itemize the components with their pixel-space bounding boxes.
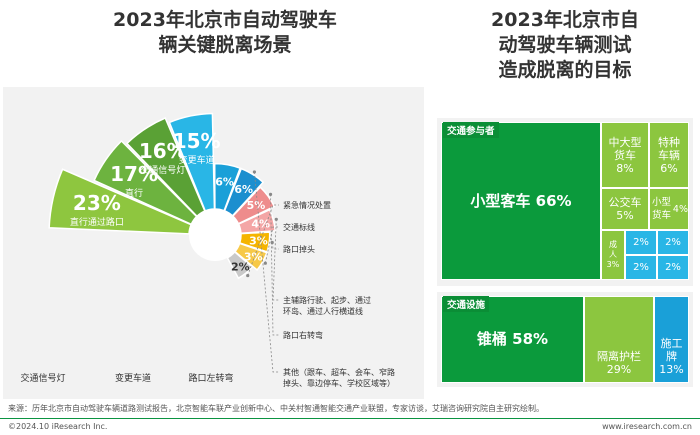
treemap-cell-label: 公交车 bbox=[608, 196, 642, 209]
callout-line bbox=[270, 194, 279, 336]
rose-slice-value: 23% bbox=[73, 191, 121, 215]
rose-bottom-label: 交通信号灯 bbox=[20, 372, 65, 384]
treemap-cell: 小型客车 66% bbox=[441, 122, 601, 280]
rose-bottom-label: 变更车道 bbox=[115, 372, 151, 384]
rose-slice-label: 直行 bbox=[125, 187, 143, 199]
right-title-line: 动驾驶车辆测试 bbox=[498, 34, 632, 56]
rose-slice-value: 5% bbox=[247, 199, 266, 212]
treemap-cell: 2% bbox=[625, 230, 657, 255]
treemap-cell-label: 施工牌 bbox=[660, 337, 683, 363]
website: www.iresearch.com.cn bbox=[602, 422, 692, 431]
callout-label-line: 路口右转弯 bbox=[283, 330, 323, 340]
right-chart-title: 2023年北京市自 动驾驶车辆测试 造成脱离的目标 bbox=[440, 8, 690, 83]
treemap-cell-value: 8% bbox=[616, 161, 634, 175]
callout-line bbox=[247, 204, 279, 276]
treemap-cell-value: 58% bbox=[512, 330, 549, 348]
rose-chart: 23%直行通过路口17%直行16%交通信号灯15%变更车道6%6%5%4%3%3… bbox=[20, 112, 395, 388]
callout-label: 主辅路行驶、起步、通过环岛、通过人行横道线 bbox=[283, 295, 371, 316]
treemap-cell-value: 3% bbox=[606, 260, 620, 269]
treemap-group-label: 交通参与者 bbox=[443, 122, 499, 138]
callout-label-line: 其他（跟车、超车、会车、窄路 bbox=[283, 367, 395, 377]
callout-label: 路口右转弯 bbox=[283, 330, 323, 340]
rose-center-hole bbox=[189, 209, 241, 261]
callout-dot bbox=[246, 273, 250, 278]
treemap-cell-value: 2% bbox=[665, 237, 681, 248]
callout-line bbox=[272, 219, 279, 301]
treemap-cell: 施工牌 13% bbox=[654, 296, 689, 383]
callout-label: 其他（跟车、超车、会车、窄路掉头、靠边停车、学校区域等） bbox=[283, 367, 395, 388]
left-chart-title: 2023年北京市自动驾驶车 辆关键脱离场景 bbox=[40, 8, 410, 58]
treemap-cell-value: 2% bbox=[633, 262, 649, 273]
callout-label-line: 环岛、通过人行横道线 bbox=[283, 306, 363, 316]
treemap-group-label: 交通设施 bbox=[443, 296, 490, 312]
copyright: ©2024.10 iResearch Inc. bbox=[8, 422, 108, 431]
callout-dot bbox=[263, 261, 267, 265]
callout-dot bbox=[252, 170, 257, 174]
rose-slice-value: 2% bbox=[231, 260, 250, 273]
right-title-line: 2023年北京市自 bbox=[491, 9, 639, 31]
treemap-cell-value: 29% bbox=[606, 363, 632, 376]
treemap-cell-value: 5% bbox=[616, 209, 634, 222]
right-title-line: 造成脱离的目标 bbox=[498, 59, 632, 81]
rose-slice-label: 交通信号灯 bbox=[140, 164, 185, 176]
rose-bottom-label: 路口左转弯 bbox=[188, 372, 233, 384]
treemap-cell-label: 成人 bbox=[609, 240, 617, 259]
treemap-cell-label: 特种车辆 bbox=[658, 135, 680, 162]
callout-label: 紧急情况处置 bbox=[283, 200, 331, 210]
treemap-cell-value: 13% bbox=[659, 363, 684, 376]
rose-slice-value: 3% bbox=[249, 235, 268, 248]
callout-label-line: 掉头、靠边停车、学校区域等） bbox=[283, 378, 395, 388]
treemap-cell: 成人 3% bbox=[601, 230, 625, 280]
rose-slice-value: 4% bbox=[251, 217, 270, 230]
rose-slice-value: 15% bbox=[173, 129, 221, 153]
treemap-cell-value: 6% bbox=[660, 161, 678, 175]
callout-label: 交通标线 bbox=[283, 222, 315, 232]
treemap-cell: 2% bbox=[657, 255, 689, 280]
treemap-cell-value: 2% bbox=[633, 237, 649, 248]
left-title-line: 2023年北京市自动驾驶车 bbox=[113, 9, 337, 31]
callout-dot bbox=[274, 217, 278, 221]
treemap-cell-label: 隔离护栏 bbox=[597, 350, 641, 363]
treemap-cell: 小型货车 4% bbox=[649, 188, 689, 230]
callout-label: 路口掉头 bbox=[283, 244, 315, 254]
treemap-cell-label: 中大型货车 bbox=[608, 135, 642, 162]
treemap-cell: 公交车 5% bbox=[601, 188, 649, 230]
treemap-cell: 2% bbox=[657, 230, 689, 255]
callout-line bbox=[264, 226, 279, 264]
rose-chart-panel: 23% 直行通过路口 17% 直行 16% 交通信号灯 15% 变更车道 6% 6% 5% 4% 3% 3… bbox=[3, 87, 424, 399]
callout-label-line: 主辅路行驶、起步、通过 bbox=[283, 295, 371, 305]
treemap-cell-value: 66% bbox=[535, 191, 572, 210]
source-note: 来源：历年北京市自动驾驶车辆道路测试报告，北京智能车联产业创新中心、中关村智通智… bbox=[8, 404, 544, 413]
rose-slice-value: 3% bbox=[244, 250, 263, 263]
callout-label-line: 交通标线 bbox=[283, 222, 315, 232]
treemap-group-facilities: 交通设施 锥桶 58% 隔离护栏 29% 施工牌 13% bbox=[437, 292, 693, 387]
treemap-cell: 隔离护栏 29% bbox=[584, 296, 654, 383]
left-title-line: 辆关键脱离场景 bbox=[158, 34, 292, 56]
treemap-cell-value: 4% bbox=[672, 203, 688, 215]
rose-slice-label: 变更车道 bbox=[179, 154, 215, 166]
callout-label-line: 路口掉头 bbox=[283, 244, 315, 254]
treemap-group-participants: 交通参与者 小型客车 66% 中大型货车 8% 特种车辆 6% 公交车 5% 小… bbox=[437, 118, 693, 286]
footer-divider bbox=[0, 418, 700, 419]
treemap-cell: 中大型货车 8% bbox=[601, 122, 649, 188]
treemap-cell-label: 小型客车 bbox=[470, 191, 531, 210]
treemap-cell-value: 2% bbox=[665, 262, 681, 273]
callout-line bbox=[254, 171, 279, 373]
callout-dot bbox=[270, 240, 274, 245]
treemap-cell-label: 小型货车 bbox=[651, 197, 671, 221]
treemap-cell: 特种车辆 6% bbox=[649, 122, 689, 188]
rose-slice-value: 6% bbox=[234, 183, 253, 196]
rose-slice-label: 直行通过路口 bbox=[70, 216, 124, 228]
rose-slice-value: 6% bbox=[215, 176, 234, 189]
callout-label-line: 紧急情况处置 bbox=[283, 200, 331, 210]
treemap-cell: 2% bbox=[625, 255, 657, 280]
callout-dot bbox=[268, 192, 273, 196]
treemap-cell-label: 锥桶 bbox=[476, 330, 507, 348]
